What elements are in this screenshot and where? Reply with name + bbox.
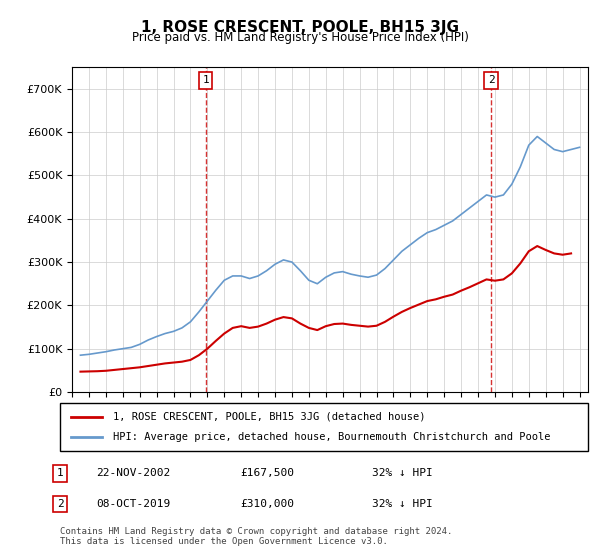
Text: £167,500: £167,500	[240, 468, 294, 478]
Text: 1, ROSE CRESCENT, POOLE, BH15 3JG: 1, ROSE CRESCENT, POOLE, BH15 3JG	[141, 20, 459, 35]
Text: 08-OCT-2019: 08-OCT-2019	[96, 499, 170, 509]
Text: 22-NOV-2002: 22-NOV-2002	[96, 468, 170, 478]
Text: 32% ↓ HPI: 32% ↓ HPI	[372, 468, 433, 478]
Text: 1, ROSE CRESCENT, POOLE, BH15 3JG (detached house): 1, ROSE CRESCENT, POOLE, BH15 3JG (detac…	[113, 412, 425, 422]
Text: Contains HM Land Registry data © Crown copyright and database right 2024.
This d: Contains HM Land Registry data © Crown c…	[60, 526, 452, 546]
Text: HPI: Average price, detached house, Bournemouth Christchurch and Poole: HPI: Average price, detached house, Bour…	[113, 432, 550, 442]
Text: £310,000: £310,000	[240, 499, 294, 509]
Text: 2: 2	[488, 75, 494, 85]
Text: 2: 2	[56, 499, 64, 509]
FancyBboxPatch shape	[60, 403, 588, 451]
Text: 1: 1	[56, 468, 64, 478]
Text: Price paid vs. HM Land Registry's House Price Index (HPI): Price paid vs. HM Land Registry's House …	[131, 31, 469, 44]
Text: 32% ↓ HPI: 32% ↓ HPI	[372, 499, 433, 509]
Text: 1: 1	[202, 75, 209, 85]
